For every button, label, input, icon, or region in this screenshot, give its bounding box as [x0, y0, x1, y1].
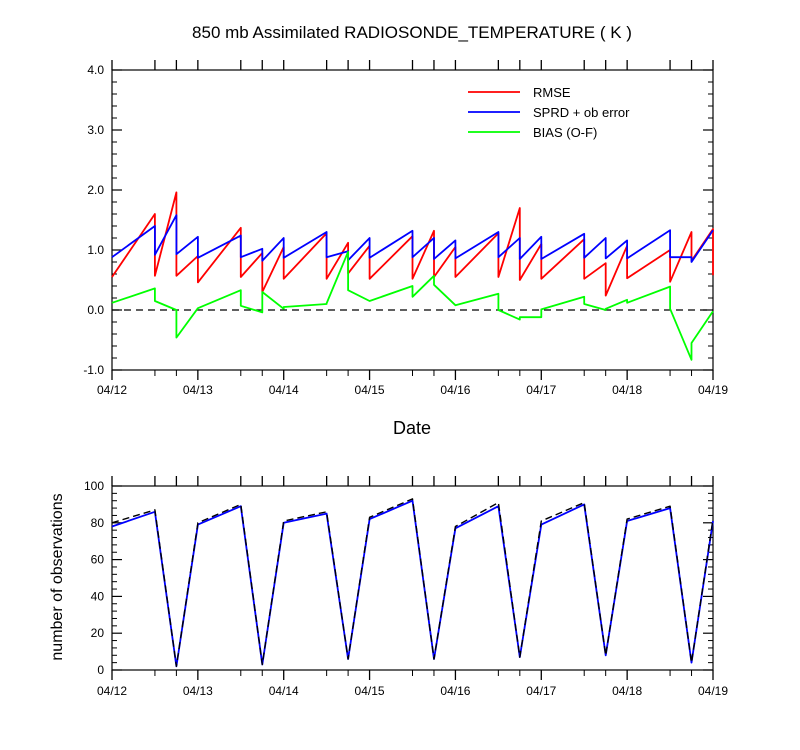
x-tick-label: 04/13: [183, 383, 213, 397]
x-tick-label: 04/14: [269, 383, 299, 397]
y-tick-label: 40: [91, 589, 105, 603]
y-tick-label: 20: [91, 626, 105, 640]
y-tick-label: 0.0: [87, 303, 104, 317]
x-axis-label: Date: [393, 418, 431, 438]
x-tick-label: 04/18: [612, 684, 642, 698]
x-tick-label: 04/15: [355, 684, 385, 698]
x-tick-label: 04/14: [269, 684, 299, 698]
y-tick-label: 0: [97, 663, 104, 677]
series-line-series-1: [111, 498, 714, 667]
x-tick-label: 04/16: [440, 383, 470, 397]
x-tick-label: 04/15: [355, 383, 385, 397]
y-tick-label: 60: [91, 553, 105, 567]
y-tick-label: 100: [84, 479, 104, 493]
series-line-sprd-ob-error: [111, 214, 714, 263]
y-tick-label: 80: [91, 516, 105, 530]
x-tick-label: 04/17: [526, 383, 556, 397]
y-tick-label: 3.0: [87, 123, 104, 137]
rmse-spread-bias-panel: 850 mb Assimilated RADIOSONDE_TEMPERATUR…: [83, 23, 728, 438]
chart-title: 850 mb Assimilated RADIOSONDE_TEMPERATUR…: [192, 23, 632, 42]
x-tick-label: 04/12: [97, 383, 127, 397]
x-tick-label: 04/16: [440, 684, 470, 698]
x-tick-label: 04/12: [97, 684, 127, 698]
x-tick-label: 04/13: [183, 684, 213, 698]
legend-label: SPRD + ob error: [533, 105, 630, 120]
y-tick-label: 1.0: [87, 243, 104, 257]
y-tick-label: -1.0: [83, 363, 104, 377]
plot-frame: [111, 485, 714, 671]
observation-count-panel: 0 20 40 60 80 100 04/12 04/13 04/14 04/15 04/16 04/…: [49, 476, 728, 698]
x-tick-label: 04/19: [698, 383, 728, 397]
y-tick-label: 4.0: [87, 63, 104, 77]
legend-label: RMSE: [533, 85, 571, 100]
legend: RMSE SPRD + ob error BIAS (O-F): [468, 85, 630, 140]
series-line-bias-o-f: [111, 250, 714, 361]
y-tick-label: 2.0: [87, 183, 104, 197]
x-tick-label: 04/17: [526, 684, 556, 698]
x-tick-label: 04/18: [612, 383, 642, 397]
top-plot-area: -1.0 0.0 1.0 2.0 3.0 4.0 04/12 04/13 04/14 04/15 0…: [83, 60, 728, 397]
x-tick-label: 04/19: [698, 684, 728, 698]
bottom-plot-area: 0 20 40 60 80 100 04/12 04/13 04/14 04/15 04/16 04/…: [84, 476, 728, 698]
legend-label: BIAS (O-F): [533, 125, 597, 140]
series-line-series-0: [111, 499, 714, 668]
y-axis-label-observations: number of observations: [49, 493, 66, 660]
